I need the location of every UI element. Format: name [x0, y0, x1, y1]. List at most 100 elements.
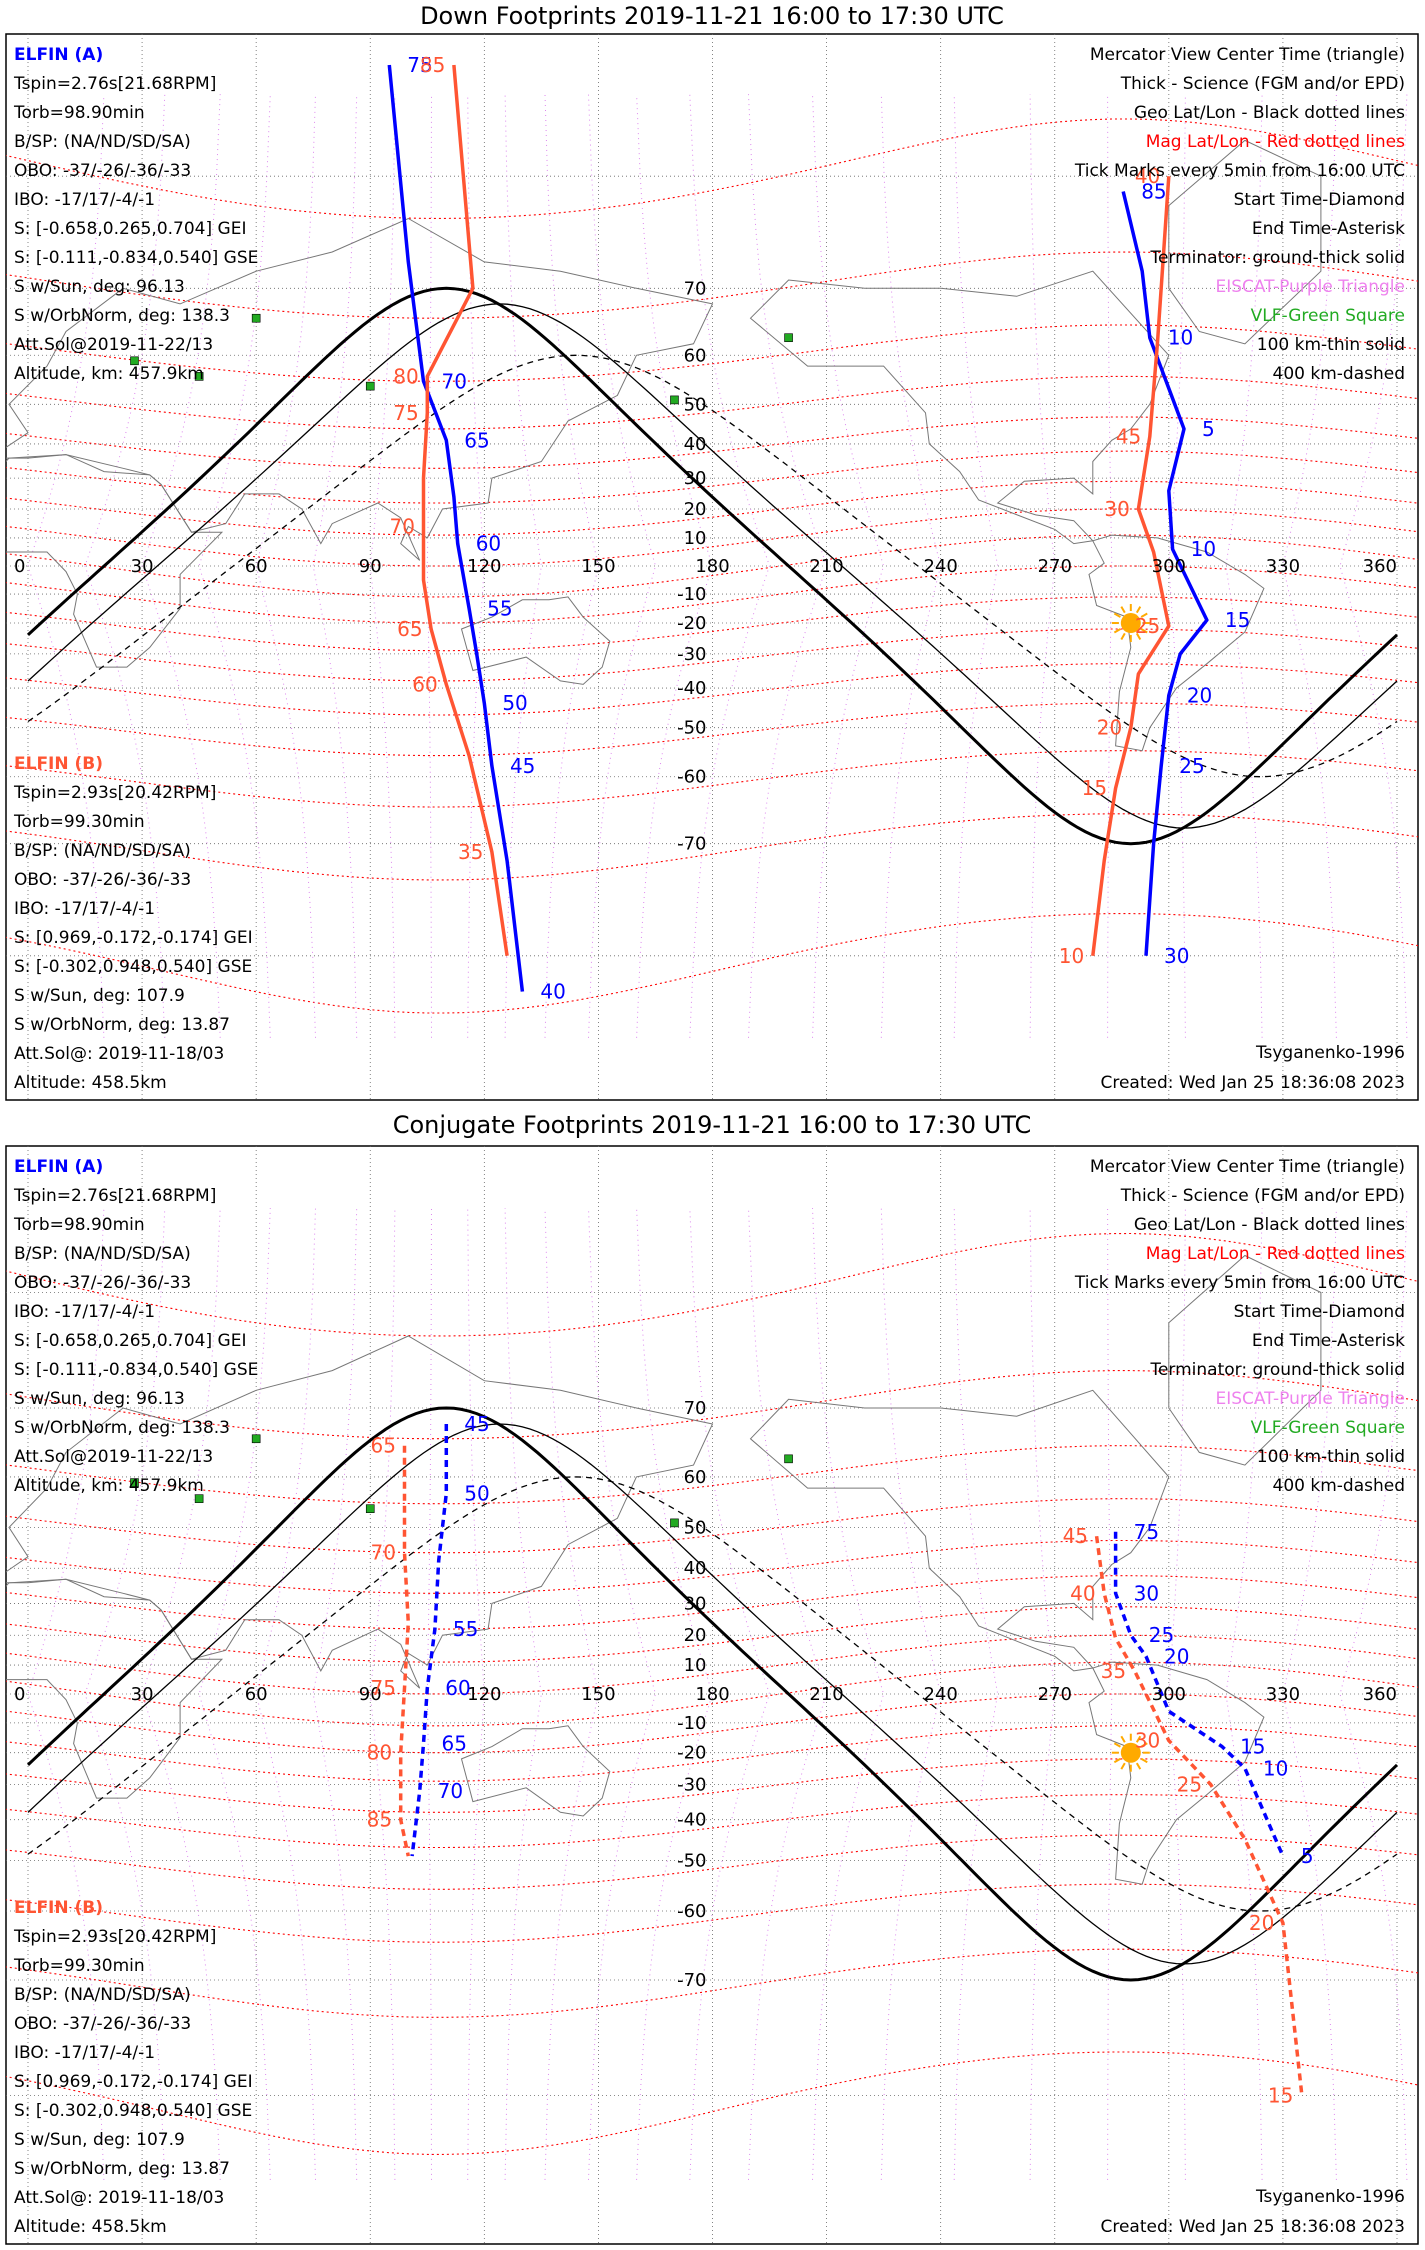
- info-line: IBO: -17/17/-4/-1: [14, 899, 155, 919]
- track-time-label: 15: [1268, 2083, 1293, 2107]
- track-time-label: 60: [445, 1676, 470, 1700]
- lat-tick-label: 70: [684, 1398, 707, 1419]
- continent-outline: [460, 1725, 611, 1817]
- legend-entry: Thick - Science (FGM and/or EPD): [1120, 1186, 1405, 1206]
- track-time-label: 75: [407, 53, 432, 77]
- mag-latitude-line: [6, 534, 1418, 598]
- info-line: S w/Sun, deg: 96.13: [14, 277, 185, 297]
- lat-tick-label: 70: [684, 278, 707, 299]
- lon-tick-label: 60: [245, 1684, 268, 1705]
- track-time-label: 75: [393, 401, 418, 425]
- track-time-label: 25: [1177, 1772, 1202, 1796]
- lat-tick-label: 30: [684, 468, 707, 489]
- info-line: B/SP: (NA/ND/SD/SA): [14, 1985, 191, 2005]
- mag-meridian-line: [544, 94, 599, 1038]
- legend-entry: 100 km-thin solid: [1257, 335, 1405, 355]
- model-label: Tsyganenko-1996: [1255, 2187, 1405, 2207]
- lon-tick-label: 330: [1266, 1684, 1300, 1705]
- info-line: S: [-0.302,0.948,0.540] GSE: [14, 957, 252, 977]
- info-line: Tspin=2.76s[21.68RPM]: [13, 1186, 216, 1206]
- legend-entry: Tick Marks every 5min from 16:00 UTC: [1074, 1273, 1405, 1293]
- vlf-station-marker: [130, 1478, 139, 1487]
- lon-tick-label: 240: [923, 556, 957, 577]
- track-time-label: 25: [1135, 614, 1160, 638]
- legend-entry: Geo Lat/Lon - Black dotted lines: [1134, 1215, 1405, 1235]
- vlf-station-marker: [365, 381, 375, 391]
- info-line: ELFIN (B): [14, 1898, 103, 1918]
- track-time-label: 10: [1168, 326, 1193, 350]
- info-line: S w/OrbNorm, deg: 13.87: [14, 1015, 230, 1035]
- track-time-label: 20: [1097, 716, 1122, 740]
- mag-latitude-line: [6, 1606, 1418, 1663]
- info-line: Altitude, km: 457.9km: [14, 1476, 204, 1496]
- sun-icon: [1111, 1733, 1150, 1772]
- track-time-label: 70: [389, 515, 414, 539]
- info-line: ELFIN (B): [14, 754, 103, 774]
- mag-meridian-line: [84, 94, 166, 1038]
- mag-latitude-line: [6, 596, 1418, 652]
- created-timestamp: Created: Wed Jan 25 18:36:08 2023: [1100, 2217, 1405, 2237]
- lat-tick-label: 10: [684, 1655, 707, 1676]
- track-time-label: 50: [464, 1481, 489, 1505]
- elfin-a-track: [410, 1424, 1285, 1857]
- vlf-station-marker: [251, 313, 261, 323]
- mag-latitude-line: [6, 1370, 1418, 1440]
- mag-meridian-line: [636, 1207, 714, 2180]
- map-plot-area: [6, 34, 1418, 1100]
- mag-latitude-line: [6, 750, 1418, 808]
- info-line: S w/OrbNorm, deg: 13.87: [14, 2159, 230, 2179]
- mag-meridian-line: [1282, 94, 1337, 1038]
- mag-meridian-line: [255, 1207, 316, 2180]
- info-line: IBO: -17/17/-4/-1: [14, 1302, 155, 1322]
- mag-grid: [6, 94, 1418, 1038]
- continent-outline: [1168, 139, 1322, 345]
- mag-meridian-line: [467, 1207, 485, 2180]
- lat-tick-label: -60: [677, 767, 706, 788]
- terminator-100km: [27, 303, 1398, 829]
- track-time-label: 60: [412, 672, 437, 696]
- continent-outline: [1088, 1661, 1265, 1885]
- mag-latitude-line: [6, 324, 1418, 382]
- info-line: Torb=98.90min: [13, 1215, 145, 1235]
- lat-tick-label: 10: [684, 528, 707, 549]
- mag-latitude-line: [6, 450, 1418, 504]
- terminator-400km: [27, 354, 1398, 778]
- lat-tick-label: -70: [677, 834, 706, 855]
- lat-tick-label: -30: [677, 644, 706, 665]
- lat-tick-label: 50: [684, 1517, 707, 1538]
- lat-tick-label: -50: [677, 1851, 706, 1872]
- lon-tick-label: 120: [467, 556, 501, 577]
- lon-tick-label: 210: [809, 556, 843, 577]
- lat-tick-label: -40: [677, 1810, 706, 1831]
- info-line: B/SP: (NA/ND/SD/SA): [14, 841, 191, 861]
- footprint-path: [1091, 176, 1171, 957]
- info-line: S: [-0.658,0.265,0.704] GEI: [14, 219, 246, 239]
- legend-entry: Mag Lat/Lon - Red dotted lines: [1146, 1244, 1405, 1264]
- mag-latitude-line: [6, 1575, 1418, 1630]
- mag-meridian-line: [504, 1207, 542, 2180]
- mag-latitude-line: [6, 913, 1418, 1014]
- lat-tick-label: -20: [677, 613, 706, 634]
- track-time-label: 75: [1134, 1520, 1159, 1544]
- track-time-label: 30: [1135, 1729, 1160, 1753]
- lon-tick-label: 180: [695, 556, 729, 577]
- vlf-station-marker: [194, 1494, 204, 1503]
- legend-entry: VLF-Green Square: [1251, 1418, 1405, 1438]
- track-time-label: 20: [1164, 1644, 1189, 1668]
- track-time-label: 70: [441, 369, 466, 393]
- lat-tick-label: 20: [684, 1625, 707, 1646]
- legend-entry: Tick Marks every 5min from 16:00 UTC: [1074, 161, 1405, 181]
- mag-latitude-line: [6, 2051, 1418, 2155]
- lon-tick-label: 180: [695, 1684, 729, 1705]
- track-time-label: 10: [1263, 1756, 1288, 1780]
- legend-entry: 400 km-dashed: [1273, 364, 1405, 384]
- lat-tick-label: 40: [684, 434, 707, 455]
- panel-title: Conjugate Footprints 2019-11-21 16:00 to…: [393, 1111, 1032, 1139]
- track-time-label: 30: [1104, 497, 1129, 521]
- track-time-label: 65: [441, 1732, 466, 1756]
- lon-tick-label: 30: [131, 1684, 154, 1705]
- info-line: S: [0.969,-0.172,-0.174] GEI: [14, 928, 253, 948]
- terminator: [26, 286, 1399, 846]
- lat-tick-label: 60: [684, 345, 707, 366]
- geo-grid: [6, 1146, 1418, 2244]
